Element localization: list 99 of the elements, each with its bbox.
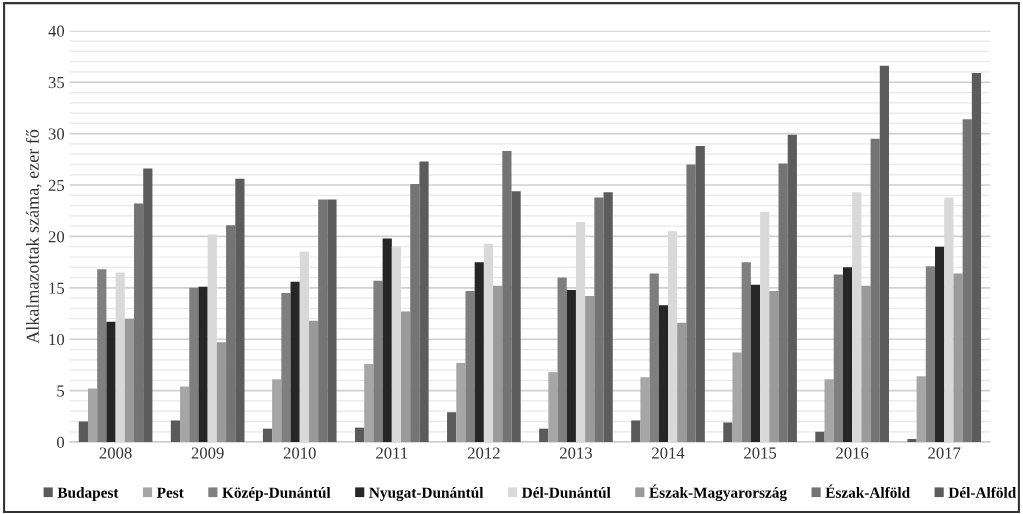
y-tick-label: 30: [48, 128, 65, 140]
bar: [741, 262, 751, 443]
bar: [566, 289, 576, 443]
bar: [824, 379, 834, 443]
bar: [493, 285, 503, 443]
y-tick-label: 5: [57, 385, 65, 397]
legend-label: Észak-Magyarország: [649, 484, 787, 502]
legend-label: Közép-Dunántúl: [222, 487, 331, 501]
bar: [170, 420, 181, 443]
x-tick-label: 2017: [928, 447, 961, 459]
bar: [216, 342, 227, 443]
bar: [686, 164, 696, 443]
bar: [272, 379, 282, 443]
bar: [548, 372, 558, 443]
legend-label: Dél-Dunántúl: [521, 487, 611, 498]
y-tick-label: 20: [48, 231, 65, 243]
bar: [935, 246, 945, 443]
y-tick-label: 40: [48, 25, 65, 37]
bar: [401, 311, 411, 443]
bar: [290, 281, 300, 443]
bar: [732, 352, 742, 443]
bar: [907, 438, 917, 443]
bar: [769, 290, 779, 443]
y-axis-title: Alkalmazottak száma, ezer fő: [25, 129, 42, 344]
bar: [308, 320, 319, 443]
bar: [373, 280, 383, 443]
bar: [382, 238, 392, 443]
y-tick-label: 0: [57, 436, 65, 448]
legend-label: Dél-Alföld: [948, 486, 1017, 498]
bar: [78, 421, 88, 443]
x-tick-label: 2010: [283, 447, 316, 459]
x-tick-label: 2016: [836, 447, 869, 459]
bar: [465, 290, 475, 443]
bar: [511, 191, 521, 443]
bar: [226, 225, 236, 443]
x-tick-label: 2013: [560, 447, 592, 459]
bar: [198, 286, 208, 443]
bar: [723, 422, 733, 443]
bar: [962, 119, 972, 443]
bar: [189, 287, 199, 443]
bar: [649, 273, 659, 443]
y-tick-label: 10: [49, 333, 65, 346]
bar: [106, 321, 116, 443]
x-tick-label: 2011: [376, 447, 408, 459]
bar: [925, 266, 936, 443]
bar: [787, 134, 797, 443]
bar: [539, 428, 549, 443]
x-tick-label: 2015: [744, 447, 777, 459]
bar: [594, 197, 604, 443]
bar: [677, 322, 687, 443]
bar: [235, 178, 245, 443]
bar: [971, 72, 982, 443]
bar: [502, 151, 512, 443]
bar: [695, 145, 705, 443]
bar: [281, 292, 291, 443]
bar: [842, 267, 853, 443]
bar: [447, 412, 457, 443]
bar: [916, 376, 926, 443]
bar: [419, 161, 429, 443]
bar: [262, 428, 273, 443]
bar: [603, 192, 613, 443]
bar: [410, 184, 420, 443]
bar: [474, 262, 484, 443]
bar: [658, 305, 669, 443]
bar: [87, 388, 98, 443]
bar: [364, 363, 374, 443]
bar: [456, 362, 466, 443]
bar: [631, 420, 641, 443]
x-tick-label: 2012: [467, 447, 500, 459]
legend-label: Budapest: [57, 487, 119, 501]
bar: [833, 274, 843, 443]
y-tick-label: 25: [48, 179, 65, 191]
bar: [134, 203, 144, 443]
bar: [483, 243, 494, 443]
bar: [879, 65, 889, 443]
y-tick-label: 15: [49, 282, 65, 294]
bar: [640, 377, 650, 443]
bar: [815, 431, 825, 443]
bar: [327, 199, 337, 443]
bar: [750, 284, 761, 443]
bar: [870, 138, 880, 443]
bar: [180, 386, 190, 443]
bar: [778, 163, 788, 443]
legend-label: Észak-Alföld: [825, 484, 910, 498]
bar: [318, 199, 328, 443]
bar: [143, 168, 153, 443]
legend-label: Pest: [156, 487, 184, 498]
legend-label: Nyugat-Dunántúl: [369, 487, 484, 502]
bar: [354, 427, 365, 443]
bar: [861, 285, 871, 443]
bar: [557, 277, 567, 443]
bar: [585, 296, 595, 443]
y-tick-label: 35: [48, 76, 65, 89]
bar: [953, 273, 963, 443]
x-tick-label: 2008: [99, 447, 132, 459]
bar: [124, 318, 135, 443]
x-tick-label: 2009: [191, 447, 224, 459]
bar: [97, 269, 107, 443]
x-tick-label: 2014: [652, 447, 685, 459]
